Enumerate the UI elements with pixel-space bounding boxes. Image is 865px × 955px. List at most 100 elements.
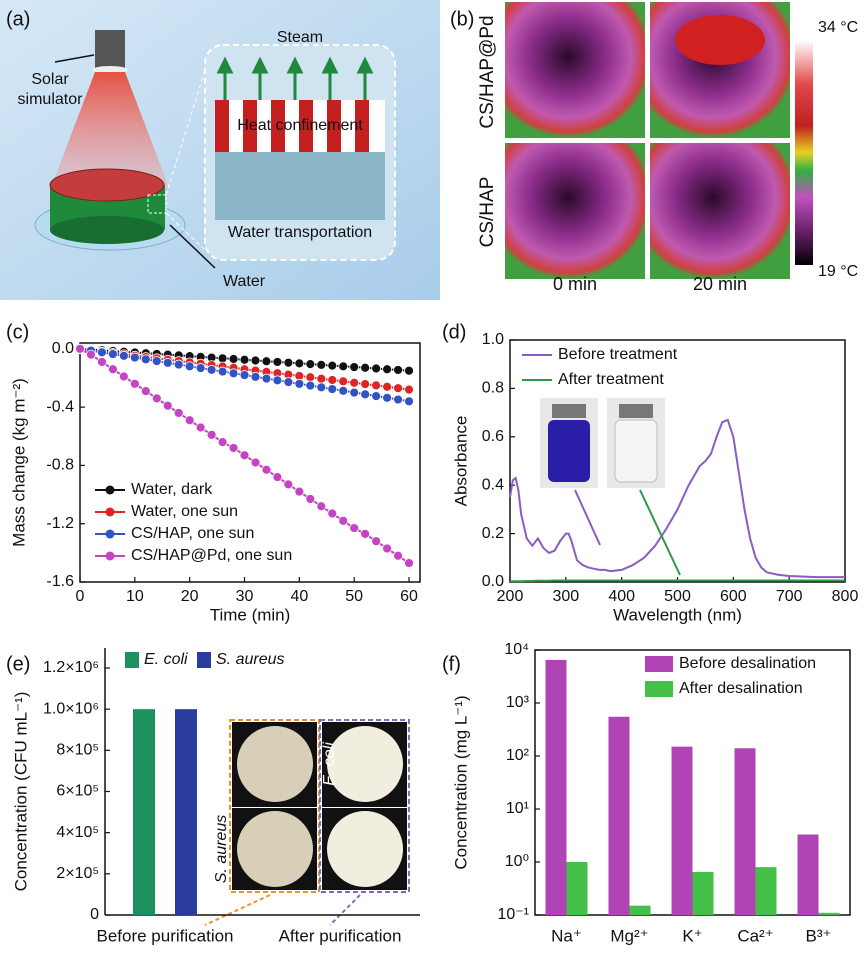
series-marker xyxy=(305,372,316,383)
bar xyxy=(755,867,777,915)
series-marker xyxy=(108,349,118,359)
dish xyxy=(237,811,313,887)
y-axis-label: Mass change (kg m⁻²) xyxy=(9,378,28,547)
dish xyxy=(327,726,403,802)
series-marker xyxy=(250,355,261,366)
x-tick-label: 20 xyxy=(181,588,199,605)
y-tick-label: -1.2 xyxy=(46,515,74,532)
series-marker xyxy=(382,392,392,403)
series-marker xyxy=(283,357,294,368)
x-tick-label: Before purification xyxy=(96,926,233,945)
bar xyxy=(818,912,840,915)
inset-label: E. coli xyxy=(321,742,338,786)
vial-clear xyxy=(614,419,658,483)
series-marker xyxy=(184,415,195,426)
series-marker xyxy=(393,383,403,394)
series-marker xyxy=(327,384,338,394)
light-beam xyxy=(50,72,170,190)
series-marker xyxy=(393,394,403,405)
source-label: simulator xyxy=(18,91,84,108)
bar xyxy=(175,709,197,915)
thermal-image xyxy=(650,143,790,279)
pointer-arrow xyxy=(329,894,361,926)
heat-label: Heat confinement xyxy=(237,117,363,134)
thermal-image xyxy=(505,143,645,279)
legend-label: CS/HAP, one sun xyxy=(131,525,254,542)
series-marker xyxy=(382,381,392,392)
absorber-bottom xyxy=(50,216,164,244)
pointer-arrow xyxy=(204,894,271,926)
series-marker xyxy=(327,508,338,519)
y-tick-label: 10² xyxy=(506,747,530,764)
vial-blue xyxy=(548,420,590,482)
chart: (f) 10⁻¹ 10⁰ 10¹ 10² 10³ 10⁴ Concentration (mg … xyxy=(442,641,851,945)
series-marker xyxy=(327,375,338,385)
bar xyxy=(133,709,155,915)
series-marker xyxy=(338,361,349,372)
x-axis-label: Wavelength (nm) xyxy=(613,605,742,624)
y-tick-label: 1.2×10⁶ xyxy=(43,659,99,676)
bar xyxy=(629,905,651,915)
panel-label: (e) xyxy=(6,653,30,675)
x-tick-label: 800 xyxy=(832,588,859,605)
y-tick-label: 0 xyxy=(90,906,99,923)
series-marker xyxy=(261,373,272,384)
bar xyxy=(797,834,819,915)
legend-label: After treatment xyxy=(558,371,664,388)
series-marker xyxy=(206,429,217,440)
stripe xyxy=(355,100,369,152)
legend-label: Water, dark xyxy=(131,481,213,498)
x-tick-label: 300 xyxy=(552,588,579,605)
pointer xyxy=(54,54,95,63)
legend-label: Before desalination xyxy=(679,655,816,672)
legend-label: Water, one sun xyxy=(131,503,238,520)
series-marker xyxy=(294,358,305,369)
series-marker xyxy=(118,371,129,382)
vial-inset xyxy=(540,398,681,576)
series-marker xyxy=(162,400,173,411)
y-axis-label: Concentration (CFU mL⁻¹) xyxy=(11,692,30,892)
legend-swatch xyxy=(645,656,673,672)
steam-label: Steam xyxy=(277,29,323,46)
bar xyxy=(566,862,588,915)
series-marker xyxy=(360,379,371,389)
pointer-arrow xyxy=(639,489,681,576)
series-marker xyxy=(283,479,294,490)
series-marker xyxy=(316,382,327,393)
series-marker xyxy=(239,354,250,365)
series-marker xyxy=(338,376,349,387)
series-marker xyxy=(294,486,305,497)
series-marker xyxy=(360,389,371,400)
series-marker xyxy=(305,494,316,504)
series-marker xyxy=(371,391,382,401)
series-marker xyxy=(316,373,327,384)
series-marker xyxy=(261,464,272,475)
series-marker xyxy=(151,393,162,404)
y-tick-label: 4×10⁵ xyxy=(56,824,99,841)
series-marker xyxy=(228,443,239,453)
series-marker xyxy=(371,536,382,547)
series-marker xyxy=(360,362,371,373)
series-marker xyxy=(184,361,195,372)
chart: (e) 0 2×10⁵ 4×10⁵ 6×10⁵ 8×10⁵ 1.0×10⁶ 1.2×10⁶ Co… xyxy=(6,648,420,945)
series-marker xyxy=(173,359,184,370)
panel-label: (d) xyxy=(442,321,466,343)
arrow xyxy=(223,70,367,100)
series-marker xyxy=(118,350,129,361)
panel-label: (a) xyxy=(6,8,30,30)
x-tick-label: 400 xyxy=(608,588,635,605)
series-marker xyxy=(338,515,349,526)
y-axis-label: Concentration (mg L⁻¹) xyxy=(451,695,470,869)
bar xyxy=(692,871,714,915)
series-marker xyxy=(294,378,305,389)
series-marker xyxy=(360,529,371,539)
colorbar-max: 34 °C xyxy=(818,19,858,36)
series-marker xyxy=(338,385,349,396)
y-axis-label: Absorbance xyxy=(451,416,470,507)
y-tick-label: 10⁰ xyxy=(505,853,529,870)
legend-label: After desalination xyxy=(679,680,803,697)
y-tick-label: 0.8 xyxy=(482,380,504,397)
y-tick-label: 6×10⁵ xyxy=(56,783,99,800)
x-tick-label: 50 xyxy=(345,588,363,605)
legend-label: E. coli xyxy=(144,651,188,668)
